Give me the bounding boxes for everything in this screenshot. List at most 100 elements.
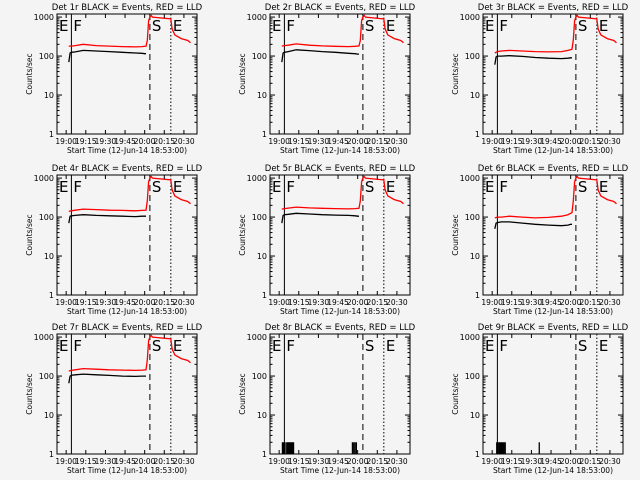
marker-label-e: E <box>485 17 494 35</box>
series-line-events <box>68 373 146 384</box>
x-tick-label: 19:30 <box>95 457 117 466</box>
chart-title: Det 6r BLACK = Events, RED = LLD <box>478 164 629 174</box>
x-tick-label: 19:45 <box>540 457 562 466</box>
y-tick-label: 1000 <box>34 174 54 183</box>
marker-label-f: F <box>73 337 82 355</box>
y-tick-label: 100 <box>252 213 267 222</box>
plot-frame <box>269 333 411 455</box>
marker-label-f: F <box>499 337 508 355</box>
x-tick-label: 19:00 <box>55 457 77 466</box>
series-line-events <box>68 214 146 224</box>
series-line-events <box>494 55 572 65</box>
marker-label-e: E <box>272 337 281 355</box>
marker-label-e: E <box>59 17 68 35</box>
marker-label-e: E <box>173 17 182 35</box>
y-tick-label: 1 <box>475 450 480 459</box>
y-tick-label: 10 <box>470 411 480 420</box>
y-axis-label: Counts/sec <box>25 373 34 414</box>
x-tick-label: 20:30 <box>173 457 195 466</box>
x-tick-label: 20:00 <box>560 298 582 307</box>
x-tick-label: 19:30 <box>308 298 330 307</box>
x-tick-label: 19:00 <box>481 298 503 307</box>
x-tick-label: 20:15 <box>366 137 388 146</box>
x-tick-label: 20:00 <box>134 298 156 307</box>
y-axis-label: Counts/sec <box>451 214 460 255</box>
chart-title: Det 4r BLACK = Events, RED = LLD <box>52 164 203 174</box>
x-axis-label: Start Time (12-Jun-14 18:53:00) <box>493 307 613 316</box>
marker-label-s: S <box>578 178 588 196</box>
x-tick-label: 19:45 <box>540 298 562 307</box>
x-axis-label: Start Time (12-Jun-14 18:53:00) <box>280 307 400 316</box>
y-tick-label: 1 <box>262 450 267 459</box>
y-tick-label: 1000 <box>460 13 480 22</box>
plot-frame <box>56 333 198 455</box>
marker-label-e: E <box>599 17 608 35</box>
x-tick-label: 19:00 <box>268 298 290 307</box>
y-tick-label: 1 <box>475 130 480 139</box>
y-axis-label: Counts/sec <box>25 53 34 94</box>
plot-frame <box>482 333 624 455</box>
series-line-lld <box>281 14 404 48</box>
chart-title: Det 1r BLACK = Events, RED = LLD <box>52 3 203 13</box>
x-tick-label: 20:30 <box>386 137 408 146</box>
marker-label-s: S <box>578 17 588 35</box>
marker-label-e: E <box>173 337 182 355</box>
marker-label-s: S <box>365 17 375 35</box>
x-tick-label: 19:30 <box>521 457 543 466</box>
marker-label-f: F <box>499 17 508 35</box>
y-axis-label: Counts/sec <box>238 53 247 94</box>
y-tick-label: 1000 <box>34 13 54 22</box>
marker-label-e: E <box>59 337 68 355</box>
chart-title: Det 7r BLACK = Events, RED = LLD <box>52 323 203 333</box>
marker-label-f: F <box>286 17 295 35</box>
y-tick-label: 100 <box>252 52 267 61</box>
marker-label-e: E <box>485 178 494 196</box>
x-tick-label: 20:30 <box>599 457 621 466</box>
y-tick-label: 1 <box>262 291 267 300</box>
x-tick-label: 19:45 <box>114 137 136 146</box>
chart-title: Det 9r BLACK = Events, RED = LLD <box>478 323 629 333</box>
x-tick-label: 19:00 <box>268 457 290 466</box>
y-tick-label: 10 <box>44 91 54 100</box>
y-tick-label: 1000 <box>247 13 267 22</box>
x-tick-label: 19:15 <box>501 137 523 146</box>
y-tick-label: 10 <box>257 252 267 261</box>
x-axis-label: Start Time (12-Jun-14 18:53:00) <box>493 466 613 475</box>
y-tick-label: 100 <box>39 372 54 381</box>
y-axis-label: Counts/sec <box>238 214 247 255</box>
y-axis-label: Counts/sec <box>238 373 247 414</box>
series-line-events <box>494 221 572 229</box>
marker-label-f: F <box>286 178 295 196</box>
marker-label-f: F <box>73 17 82 35</box>
x-tick-label: 20:30 <box>386 457 408 466</box>
y-tick-label: 1 <box>49 450 54 459</box>
x-tick-label: 19:30 <box>521 137 543 146</box>
x-tick-label: 19:15 <box>288 137 310 146</box>
x-tick-label: 19:15 <box>75 137 97 146</box>
x-tick-label: 19:45 <box>114 457 136 466</box>
y-tick-label: 100 <box>39 213 54 222</box>
x-tick-label: 20:15 <box>153 137 175 146</box>
x-axis-label: Start Time (12-Jun-14 18:53:00) <box>67 307 187 316</box>
x-tick-label: 19:30 <box>95 137 117 146</box>
x-tick-label: 20:00 <box>134 457 156 466</box>
x-tick-label: 19:45 <box>327 457 349 466</box>
x-tick-label: 19:30 <box>308 137 330 146</box>
x-tick-label: 20:15 <box>579 457 601 466</box>
x-tick-label: 19:45 <box>327 298 349 307</box>
x-tick-label: 19:15 <box>75 457 97 466</box>
x-axis-label: Start Time (12-Jun-14 18:53:00) <box>67 146 187 155</box>
series-line-lld <box>68 175 191 213</box>
x-tick-label: 19:45 <box>540 137 562 146</box>
marker-label-e: E <box>599 337 608 355</box>
chart-title: Det 8r BLACK = Events, RED = LLD <box>265 323 416 333</box>
plot-frame <box>482 174 624 296</box>
x-axis-label: Start Time (12-Jun-14 18:53:00) <box>493 146 613 155</box>
plot-frame <box>482 13 624 135</box>
x-tick-label: 20:00 <box>134 137 156 146</box>
x-tick-label: 20:30 <box>173 298 195 307</box>
x-tick-label: 20:30 <box>386 298 408 307</box>
marker-label-e: E <box>272 178 281 196</box>
